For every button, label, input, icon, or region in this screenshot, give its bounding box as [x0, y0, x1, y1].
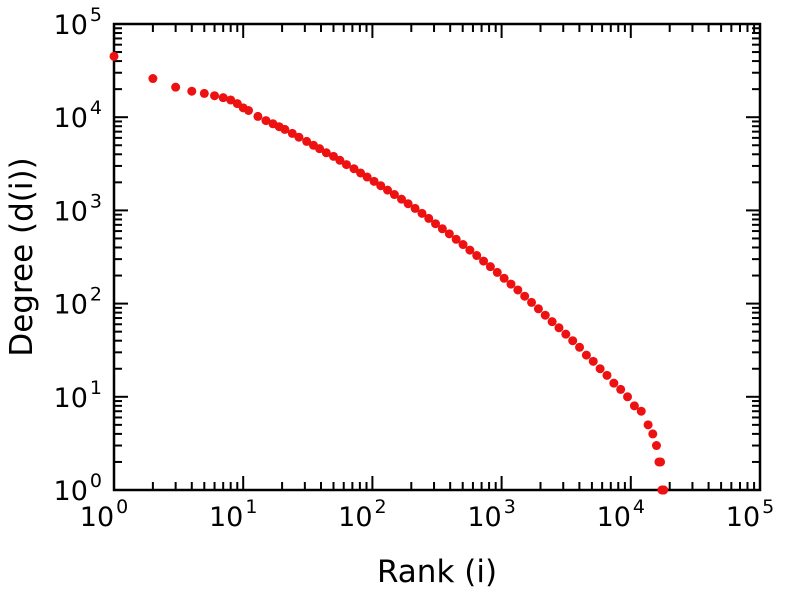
data-point — [595, 364, 605, 374]
data-point — [362, 172, 372, 182]
data-point — [616, 384, 626, 394]
data-point — [244, 106, 254, 116]
data-point — [561, 329, 571, 339]
data-point — [109, 51, 119, 61]
data-point — [321, 148, 331, 158]
y-tick-label: 10 2 — [54, 284, 102, 321]
data-point — [458, 240, 468, 250]
data-point — [479, 256, 489, 266]
data-point — [424, 213, 434, 223]
data-point — [210, 91, 220, 101]
x-tick-label: 10 1 — [209, 496, 257, 533]
data-point — [648, 429, 658, 439]
data-point — [417, 208, 427, 218]
data-point — [472, 251, 482, 261]
data-point — [656, 457, 666, 467]
data-point — [659, 485, 669, 495]
data-point — [226, 95, 236, 105]
data-point — [253, 111, 263, 121]
frame-rect — [112, 22, 762, 492]
plot-frame — [112, 22, 762, 492]
data-point — [187, 86, 197, 96]
data-point — [602, 370, 612, 380]
y-tick-label: 10 3 — [54, 190, 102, 227]
x-tick-label: 10 4 — [597, 496, 645, 533]
data-point — [609, 378, 619, 388]
data-point — [376, 181, 386, 191]
data-point — [568, 336, 578, 346]
y-tick-label: 10 5 — [54, 4, 102, 41]
data-point — [148, 74, 158, 84]
data-point — [356, 168, 366, 178]
y-tick-label: 10 1 — [54, 377, 102, 414]
data-point — [218, 93, 228, 103]
data-point — [315, 144, 325, 154]
data-point — [554, 323, 564, 333]
data-point — [581, 350, 591, 360]
data-point — [171, 82, 181, 92]
data-point — [547, 317, 557, 327]
data-point — [287, 128, 297, 138]
x-tick-label: 10 5 — [726, 496, 774, 533]
data-points — [109, 51, 669, 495]
data-point — [527, 297, 537, 307]
data-point — [575, 342, 585, 352]
data-point — [506, 279, 516, 289]
data-point — [341, 160, 351, 170]
axis-ticks — [113, 23, 761, 491]
y-axis-title: Degree (d(i)) — [4, 157, 40, 356]
data-point — [280, 124, 290, 134]
data-point — [451, 234, 461, 244]
data-point — [651, 441, 661, 451]
tick-labels: 10 0 10 1 10 2 10 3 10 4 10 510 010 110 210 310 410 5 — [54, 4, 775, 533]
data-point — [410, 203, 420, 213]
data-point — [636, 406, 646, 416]
data-point — [431, 219, 441, 229]
data-point — [465, 245, 475, 255]
data-point — [623, 392, 633, 402]
data-point — [643, 420, 653, 430]
data-point — [629, 401, 639, 411]
data-point — [437, 224, 447, 234]
data-point — [383, 185, 393, 195]
data-point — [485, 262, 495, 272]
data-point — [520, 291, 530, 301]
data-point — [397, 194, 407, 204]
data-point — [540, 310, 550, 320]
x-tick-label: 10 3 — [467, 496, 515, 533]
data-point — [533, 304, 543, 314]
data-point — [588, 356, 598, 366]
data-point — [492, 267, 502, 277]
x-tick-label: 10 2 — [338, 496, 386, 533]
data-point — [335, 155, 345, 165]
data-point — [199, 88, 209, 98]
y-tick-label: 10 4 — [54, 97, 102, 134]
x-axis-title: Rank (i) — [377, 554, 497, 590]
data-point — [294, 132, 304, 142]
data-point — [403, 199, 413, 209]
data-point — [444, 229, 454, 239]
data-point — [499, 273, 509, 283]
data-point — [302, 136, 312, 146]
data-point — [389, 190, 399, 200]
data-point — [261, 116, 271, 126]
data-point — [349, 164, 359, 174]
data-point — [369, 176, 379, 186]
data-point — [513, 285, 523, 295]
